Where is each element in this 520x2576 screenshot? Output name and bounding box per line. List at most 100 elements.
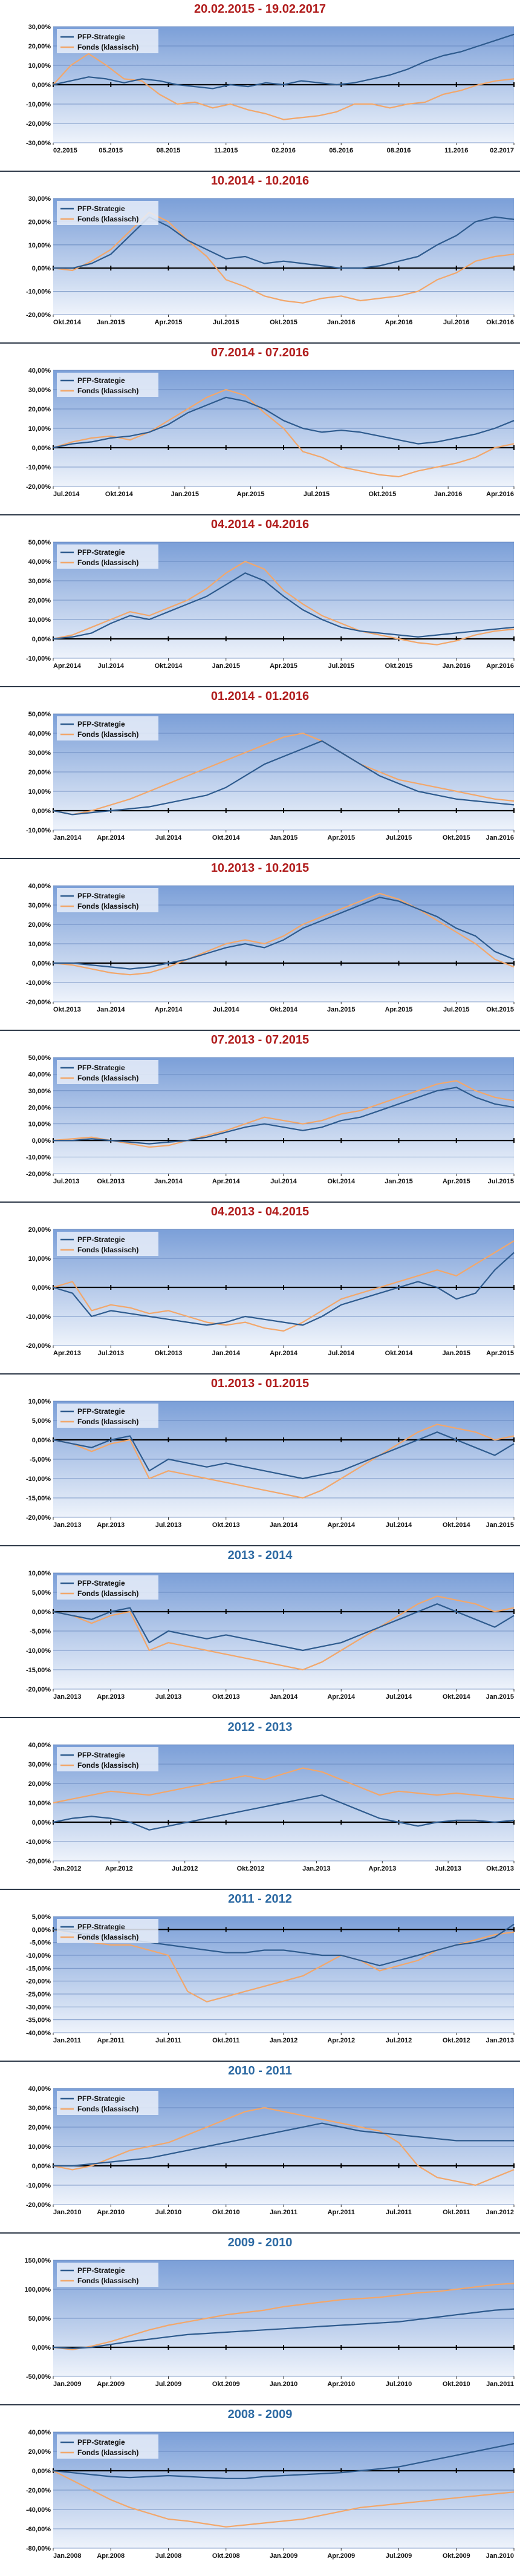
y-tick-label: 30,00% (28, 387, 51, 394)
x-tick-label: Jan.2015 (270, 834, 297, 842)
y-tick-label: 20,00% (28, 1780, 51, 1788)
line-chart: 50,00% 40,00% 30,00% 20,00% 10,00% 0,00% -10,0… (26, 539, 515, 670)
y-tick-label: 20,00% (28, 406, 51, 413)
chart-title: 2009 - 2010 (227, 2236, 293, 2249)
y-tick-label: -60,00% (26, 2526, 51, 2533)
series-fonds-line (53, 1767, 515, 1804)
x-tick-label: Jan.2016 (443, 662, 470, 670)
chart-title: 07.2014 - 07.2016 (210, 346, 310, 359)
x-tick-label: Jul.2014 (270, 1178, 297, 1185)
panel-separator (0, 1373, 520, 1375)
y-tick-label: 10,00% (28, 1255, 51, 1263)
chart-panel: 2012 - 2013 40,00% 30,00% 20,00% 10,00% 0,00%… (0, 1718, 520, 1889)
y-tick-label: -10,00% (26, 979, 51, 987)
x-tick-label: Apr.2011 (97, 2037, 125, 2044)
x-tick-label: Jul.2013 (53, 1178, 79, 1185)
legend-label-fonds: Fonds (klassisch) (77, 43, 138, 51)
y-tick-label: -10,00% (26, 1313, 51, 1321)
legend-box (57, 29, 158, 53)
chart-panel: 2011 - 2012 5,00% 0,00% -5,00% -10,00% -15,00… (0, 1890, 520, 2061)
x-tick-label: Okt.2013 (212, 1522, 240, 1529)
y-tick-label: 10,00% (28, 62, 51, 70)
y-tick-label: -20,00% (26, 1514, 51, 1522)
x-tick-label: Jan.2010 (270, 2381, 297, 2388)
x-tick-label: Jan.2010 (486, 2552, 514, 2560)
x-tick-label: Jul.2016 (443, 319, 469, 326)
x-tick-label: Jul.2015 (213, 319, 239, 326)
chart-title: 04.2014 - 04.2016 (210, 518, 310, 531)
legend-label-pfp: PFP-Strategie (77, 892, 125, 900)
panel-separator (0, 1545, 520, 1546)
legend-label-fonds: Fonds (klassisch) (77, 1074, 138, 1082)
x-tick-label: Jan.2015 (486, 1522, 514, 1529)
legend-label-pfp: PFP-Strategie (77, 2094, 125, 2103)
x-tick-label: Jul.2015 (488, 1178, 514, 1185)
y-tick-label: -40,00% (26, 2506, 51, 2514)
y-tick-label: -10,00% (26, 827, 51, 834)
legend-label-pfp: PFP-Strategie (77, 548, 125, 557)
y-tick-label: 30,00% (28, 195, 51, 203)
y-tick-label: -20,00% (26, 1171, 51, 1178)
x-tick-label: Jul.2015 (443, 1006, 469, 1013)
x-tick-label: Okt.2010 (443, 2381, 470, 2388)
y-tick-label: 150,00% (25, 2257, 51, 2264)
y-tick-label: 100,00% (25, 2286, 51, 2293)
series-pfp-strategie-line (53, 33, 515, 90)
y-tick-label: 20,00% (28, 218, 51, 226)
chart-title: 10.2014 - 10.2016 (210, 174, 310, 188)
line-chart: 5,00% 0,00% -5,00% -10,00% -15,00% -20,00% -25… (26, 1914, 515, 2044)
y-tick-label: 30,00% (28, 750, 51, 757)
x-tick-label: Jan.2009 (270, 2552, 297, 2560)
x-tick-label: Jul.2010 (386, 2381, 412, 2388)
y-tick-label: 0,00% (32, 1819, 51, 1826)
y-tick-label: -10,00% (26, 2182, 51, 2189)
panel-separator (0, 514, 520, 515)
x-tick-label: Okt.2015 (270, 319, 297, 326)
x-tick-label: Apr.2014 (53, 662, 82, 670)
series-fonds-line (53, 1424, 515, 1499)
panel-separator (0, 686, 520, 687)
line-chart: 40,00% 30,00% 20,00% 10,00% 0,00% -10,00% -20,… (26, 883, 515, 1013)
legend-label-fonds: Fonds (klassisch) (77, 558, 138, 567)
x-tick-label: Apr.2009 (97, 2381, 125, 2388)
y-tick-label: 20,00% (28, 2448, 51, 2456)
y-tick-label: 0,00% (32, 1926, 51, 1934)
series-fonds-line (53, 2107, 515, 2186)
chart-title: 2012 - 2013 (227, 1721, 293, 1734)
panel-separator (0, 1717, 520, 1718)
y-tick-label: 10,00% (28, 616, 51, 624)
y-tick-label: 30,00% (28, 1761, 51, 1768)
x-tick-label: Jul.2014 (53, 491, 80, 498)
x-tick-label: Apr.2011 (328, 2209, 355, 2216)
series-pfp-strategie-line (53, 1087, 515, 1145)
legend-label-pfp: PFP-Strategie (77, 1579, 125, 1587)
x-tick-label: Okt.2015 (443, 834, 470, 842)
y-tick-label: 0,00% (32, 265, 51, 272)
x-tick-label: Apr.2015 (486, 1350, 514, 1357)
x-tick-label: 08.2016 (387, 147, 411, 154)
legend-label-fonds: Fonds (klassisch) (77, 1417, 138, 1426)
x-tick-label: Okt.2014 (53, 319, 82, 326)
y-tick-label: -20,00% (26, 2487, 51, 2494)
x-tick-label: Apr.2015 (385, 1006, 413, 1013)
x-tick-label: Apr.2010 (327, 2381, 355, 2388)
chart-panel: 01.2014 - 01.2016 50,00% 40,00% 30,00% 20,00… (0, 687, 520, 858)
series-fonds-line (53, 2470, 515, 2528)
legend-label-pfp: PFP-Strategie (77, 720, 125, 728)
y-tick-label: 40,00% (28, 558, 51, 566)
series-pfp-strategie-line (53, 2122, 514, 2167)
x-tick-label: Apr.2010 (97, 2209, 125, 2216)
legend-label-pfp: PFP-Strategie (77, 1235, 125, 1244)
legend-box (57, 373, 158, 397)
y-tick-label: -5,00% (30, 1940, 51, 1947)
legend-box (57, 1404, 158, 1428)
legend-label-fonds: Fonds (klassisch) (77, 2448, 138, 2457)
x-tick-label: Apr.2015 (155, 319, 183, 326)
x-tick-label: Apr.2014 (327, 1693, 356, 1701)
x-tick-label: Apr.2014 (97, 834, 125, 842)
y-tick-label: 50,00% (28, 1054, 51, 1062)
y-tick-label: 20,00% (28, 43, 51, 50)
x-tick-label: Jul.2010 (155, 2209, 181, 2216)
x-tick-label: Jul.2015 (328, 662, 354, 670)
x-tick-label: Apr.2012 (327, 2037, 355, 2044)
